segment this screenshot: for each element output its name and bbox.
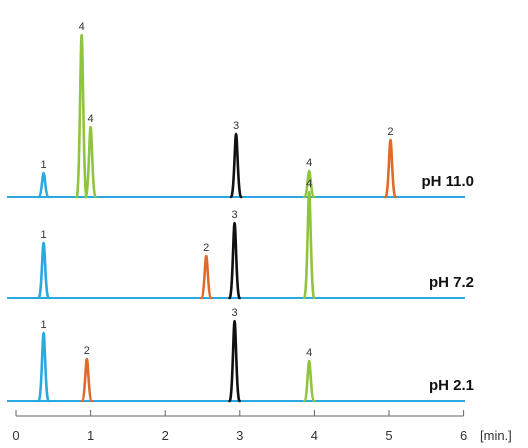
peak-label-ph-7-2-2: 2 — [203, 242, 209, 254]
trace-labels: pH 11.0 pH 7.2 pH 2.1 — [421, 173, 474, 394]
peak-labels: 1 4 4 3 4 2 1 2 3 4 1 2 3 4 — [41, 21, 394, 359]
trace-label-ph-2-1: pH 2.1 — [429, 377, 474, 394]
peak-ph-7-2-1 — [37, 241, 50, 300]
peak-label-ph-11-0-6: 2 — [387, 126, 393, 138]
peak-label-ph-11-0-4: 3 — [233, 120, 239, 132]
peak-label-ph-7-2-3: 3 — [232, 209, 238, 221]
peak-label-ph-11-0-2: 4 — [79, 21, 85, 33]
peak-ph-11-0-3 — [84, 125, 97, 199]
peak-ph-11-0-2 — [75, 33, 88, 199]
x-tick-label-5: 5 — [385, 428, 392, 443]
peak-ph-2-1-1 — [37, 331, 50, 403]
peak-label-ph-2-1-3: 3 — [232, 307, 238, 319]
x-tick-label-2: 2 — [162, 428, 169, 443]
peak-ph-11-0-1 — [37, 171, 50, 199]
chromatogram-traces — [7, 33, 465, 403]
peak-label-ph-2-1-4: 4 — [306, 347, 312, 359]
x-axis-unit: [min.] — [480, 428, 512, 443]
peak-ph-7-2-3 — [228, 221, 241, 300]
peak-label-ph-2-1-2: 2 — [84, 345, 90, 357]
trace-label-ph-11-0: pH 11.0 — [421, 173, 474, 190]
peak-ph-11-0-5 — [302, 169, 316, 199]
peak-label-ph-7-2-4: 4 — [306, 178, 312, 190]
x-tick-label-0: 0 — [12, 428, 19, 443]
peak-ph-2-1-2 — [80, 357, 94, 403]
x-axis: 0 1 2 3 4 5 6 [min.] — [12, 410, 512, 443]
x-tick-label-3: 3 — [236, 428, 243, 443]
peak-label-ph-11-0-3: 4 — [88, 113, 94, 125]
peak-ph-2-1-4 — [302, 359, 316, 403]
peak-label-ph-11-0-1: 1 — [41, 159, 47, 171]
peak-label-ph-2-1-1: 1 — [41, 319, 47, 331]
peak-label-ph-11-0-5: 4 — [306, 157, 312, 169]
peak-ph-11-0-6 — [384, 138, 397, 199]
peak-ph-2-1-3 — [228, 319, 241, 403]
peak-ph-7-2-2 — [199, 254, 213, 300]
peak-ph-7-2-4 — [302, 190, 316, 300]
trace-label-ph-7-2: pH 7.2 — [429, 274, 474, 291]
x-tick-label-1: 1 — [87, 428, 94, 443]
x-tick-label-4: 4 — [311, 428, 318, 443]
x-tick-label-6: 6 — [460, 428, 467, 443]
peak-label-ph-7-2-1: 1 — [41, 229, 47, 241]
peak-ph-11-0-4 — [229, 132, 243, 199]
